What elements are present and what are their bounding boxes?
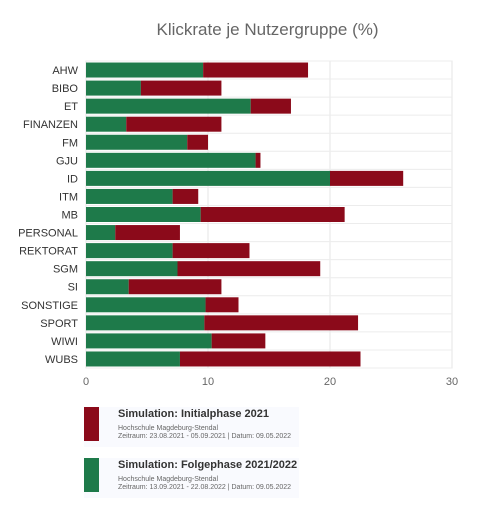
bar-folgephase <box>86 188 173 204</box>
bar-folgephase <box>86 315 205 331</box>
y-tick-label: BIBO <box>52 83 79 95</box>
y-tick-label: ET <box>64 101 78 113</box>
x-tick-label: 20 <box>324 376 336 388</box>
bar-initialphase <box>179 351 361 367</box>
bar-initialphase <box>177 261 321 277</box>
x-tick-label: 30 <box>446 376 458 388</box>
y-tick-label: MB <box>62 210 79 222</box>
bar-initialphase <box>115 225 180 241</box>
y-tick-label: ID <box>67 173 78 185</box>
legend-title-folgephase: Simulation: Folgephase 2021/2022 <box>118 459 298 471</box>
bar-folgephase <box>86 80 141 96</box>
bar-folgephase <box>86 98 251 114</box>
bar-initialphase <box>203 62 309 78</box>
x-tick-label: 10 <box>202 376 214 388</box>
bar-folgephase <box>86 333 212 349</box>
bar-initialphase <box>128 279 222 295</box>
legend-meta-initialphase: Zeitraum: 23.08.2021 - 05.09.2021 | Datu… <box>118 433 292 440</box>
legend-title-initialphase: Simulation: Initialphase 2021 <box>118 408 269 420</box>
bar-folgephase <box>86 297 206 313</box>
legend-item-folgephase[interactable]: Simulation: Folgephase 2021/2022 Hochsch… <box>84 458 299 498</box>
y-tick-label: WIWI <box>51 336 78 348</box>
bar-initialphase <box>140 80 222 96</box>
bar-initialphase <box>172 188 199 204</box>
bar-initialphase <box>205 297 239 313</box>
bar-folgephase <box>86 207 201 222</box>
y-tick-label: GJU <box>56 155 78 167</box>
y-tick-label: SGM <box>53 264 78 276</box>
bar-folgephase <box>86 152 256 168</box>
y-tick-label: PERSONAL <box>18 228 78 240</box>
y-tick-label: WUBS <box>45 354 78 366</box>
y-tick-label: FINANZEN <box>23 119 78 131</box>
bar-initialphase <box>172 243 250 259</box>
y-tick-label: ITM <box>59 191 78 203</box>
bar-initialphase <box>204 315 359 331</box>
bar-folgephase <box>86 351 180 367</box>
bar-initialphase <box>255 152 261 168</box>
bar-initialphase <box>250 98 291 114</box>
bar-initialphase <box>200 207 345 222</box>
bar-chart: 0 10 20 30 AHW BIBO ET FINANZEN FM GJU ID ITM MB PERS… <box>18 60 458 388</box>
bar-initialphase <box>211 333 266 349</box>
bar-initialphase <box>126 116 222 132</box>
y-tick-label: SPORT <box>40 318 78 330</box>
bar-folgephase <box>86 134 188 150</box>
bar-folgephase <box>86 261 178 277</box>
legend-subtitle-initialphase: Hochschule Magdeburg-Stendal <box>118 425 219 432</box>
legend-swatch-initialphase <box>84 407 99 441</box>
y-tick-label: AHW <box>52 65 78 77</box>
y-tick-label: FM <box>62 137 78 149</box>
legend-swatch-folgephase <box>84 458 99 492</box>
bar-folgephase <box>86 225 116 241</box>
bar-folgephase <box>86 170 330 186</box>
legend-item-initialphase[interactable]: Simulation: Initialphase 2021 Hochschule… <box>84 407 299 447</box>
legend-subtitle-folgephase: Hochschule Magdeburg-Stendal <box>118 476 219 483</box>
x-tick-label: 0 <box>83 376 89 388</box>
y-tick-label: REKTORAT <box>19 246 78 258</box>
bar-folgephase <box>86 243 173 259</box>
bar-initialphase <box>187 134 208 150</box>
bar-folgephase <box>86 116 127 132</box>
y-tick-label: SONSTIGE <box>21 300 78 312</box>
bar-folgephase <box>86 279 129 295</box>
bar-folgephase <box>86 62 204 78</box>
chart-title: Klickrate je Nutzergruppe (%) <box>156 20 379 39</box>
legend-meta-folgephase: Zeitraum: 13.09.2021 - 22.08.2022 | Datu… <box>118 484 292 491</box>
bar-initialphase <box>330 170 404 186</box>
y-tick-label: SI <box>68 282 78 294</box>
